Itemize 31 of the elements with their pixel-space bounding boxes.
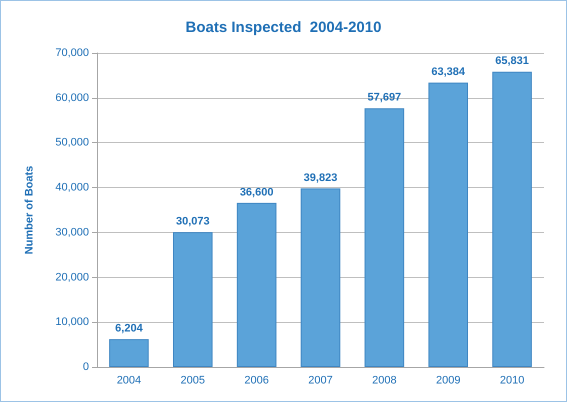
data-label: 65,831 (495, 55, 529, 68)
y-tick-label: 70,000 (55, 47, 89, 59)
x-tick-label: 2007 (308, 374, 333, 386)
x-tick-label: 2005 (180, 374, 206, 386)
bar (236, 202, 276, 367)
bar (109, 339, 149, 367)
y-tick-label: 20,000 (55, 271, 89, 284)
y-tick-label: 0 (82, 361, 89, 373)
y-tick-label: 60,000 (55, 92, 89, 104)
data-label: 39,823 (304, 172, 338, 184)
y-tick-label: 40,000 (55, 182, 89, 194)
x-tick-label: 2004 (116, 374, 142, 386)
data-label: 63,384 (431, 66, 466, 78)
y-tick-label: 10,000 (55, 316, 89, 328)
bar (428, 82, 468, 367)
data-label: 30,073 (176, 216, 210, 228)
data-label: 57,697 (368, 92, 402, 104)
bar (364, 108, 404, 367)
x-tick-label: 2008 (372, 374, 397, 386)
y-tick-label: 50,000 (55, 136, 89, 149)
y-axis-title: Number of Boats (24, 166, 36, 254)
data-label: 36,600 (240, 186, 274, 198)
bar (300, 188, 340, 367)
chart-title: Boats Inspected 2004-2010 (186, 19, 382, 36)
x-tick-label: 2009 (436, 374, 460, 386)
bar (492, 72, 532, 367)
x-tick-label: 2006 (244, 374, 269, 386)
x-tick-label: 2010 (500, 374, 524, 386)
y-tick-label: 30,000 (55, 226, 89, 238)
bar (172, 232, 213, 367)
data-label: 6,204 (115, 322, 144, 335)
